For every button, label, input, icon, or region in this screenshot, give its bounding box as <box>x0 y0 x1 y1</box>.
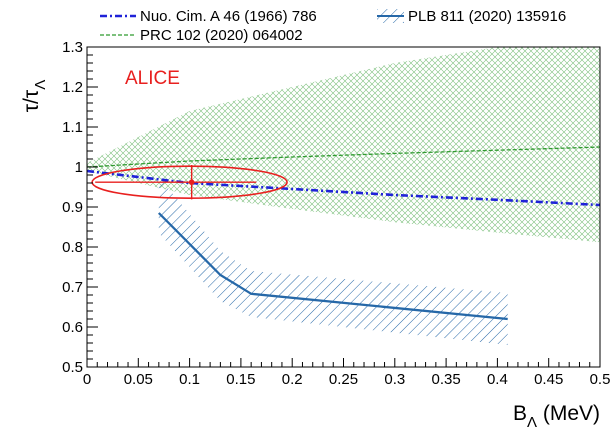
series-2-line <box>87 146 600 168</box>
y-tick-label: 1 <box>75 159 83 176</box>
series-1-band <box>158 177 508 345</box>
x-tick-label: 0 <box>83 371 91 388</box>
x-axis-title: BΛ (MeV) <box>513 402 600 430</box>
legend-label-series-2: PRC 102 (2020) 064002 <box>140 27 303 44</box>
x-tick-label: 0.05 <box>124 371 153 388</box>
series-2-band <box>87 47 600 243</box>
y-tick-label: 0.6 <box>62 319 83 336</box>
legend-label-series-1: PLB 811 (2020) 135916 <box>408 8 566 25</box>
y-tick-label: 0.7 <box>62 279 83 296</box>
y-axis-title: τ/τΛ <box>20 80 49 112</box>
y-axis: 0.5 0.6 0.7 0.8 0.9 1 1.1 1.2 1.3 <box>62 39 98 376</box>
x-tick-label: 0.4 <box>487 371 508 388</box>
legend-entry-series-0: Nuo. Cim. A 46 (1966) 786 <box>100 8 317 25</box>
x-tick-label: 0.5 <box>590 371 611 388</box>
x-tick-label: 0.35 <box>431 371 460 388</box>
legend-entry-series-2: PRC 102 (2020) 064002 <box>100 27 303 44</box>
y-tick-label: 1.3 <box>62 39 83 56</box>
y-tick-label: 0.8 <box>62 239 83 256</box>
x-tick-label: 0.15 <box>226 371 255 388</box>
legend-label-series-0: Nuo. Cim. A 46 (1966) 786 <box>140 8 317 25</box>
x-tick-label: 0.3 <box>384 371 405 388</box>
x-tick-label: 0.2 <box>282 371 303 388</box>
plot-area <box>87 47 600 345</box>
legend: Nuo. Cim. A 46 (1966) 786 PLB 811 (2020)… <box>100 8 566 44</box>
measurement-ellipse <box>91 165 288 199</box>
x-tick-label: 0.45 <box>534 371 563 388</box>
series-0-line <box>87 169 600 207</box>
measurement-point <box>188 179 195 185</box>
y-tick-label: 1.2 <box>62 79 83 96</box>
y-tick-label: 0.5 <box>62 359 83 376</box>
series-1-line <box>157 212 508 321</box>
legend-entry-series-1: PLB 811 (2020) 135916 <box>377 8 566 25</box>
y-tick-label: 0.9 <box>62 199 83 216</box>
x-axis: 0 0.05 0.1 0.15 0.2 0.25 0.3 0.35 0.4 0.45 0.5 <box>83 358 611 388</box>
alice-label: ALICE <box>125 68 180 89</box>
x-tick-label: 0.1 <box>179 371 200 388</box>
y-tick-label: 1.1 <box>62 119 83 136</box>
x-tick-label: 0.25 <box>329 371 358 388</box>
